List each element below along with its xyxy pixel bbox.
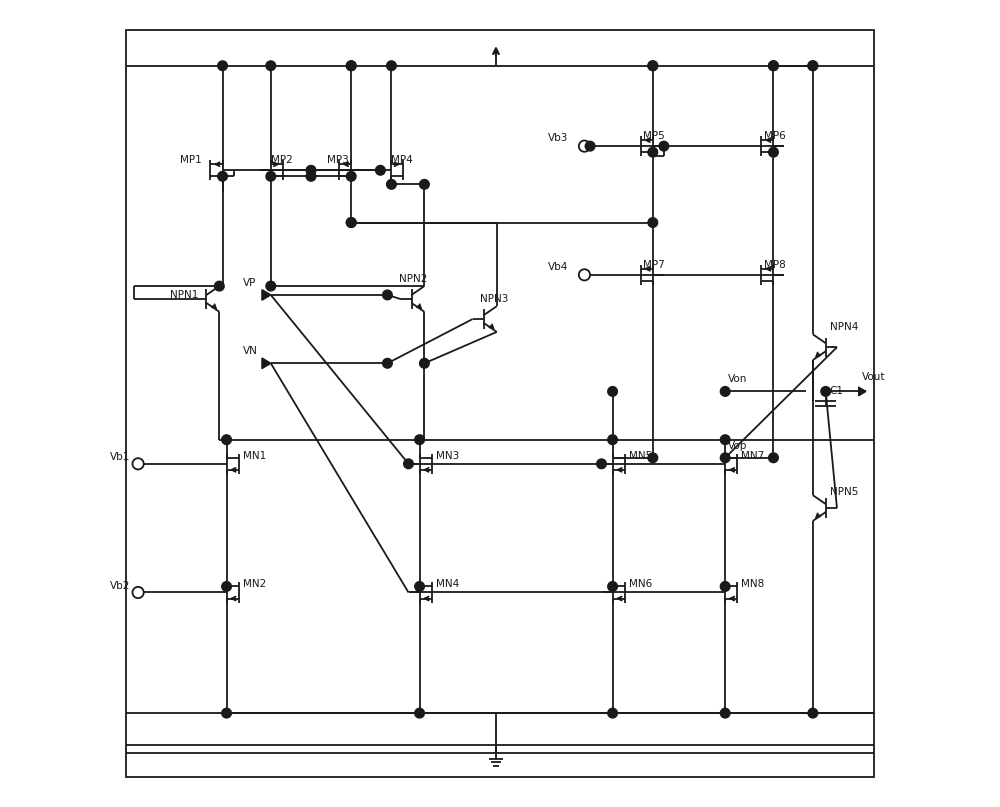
Circle shape: [415, 582, 424, 592]
Circle shape: [420, 179, 429, 189]
Circle shape: [720, 387, 730, 396]
Circle shape: [769, 453, 778, 462]
Text: MN7: MN7: [741, 451, 765, 461]
Polygon shape: [262, 290, 271, 300]
Circle shape: [808, 61, 818, 70]
Text: C1: C1: [830, 387, 844, 396]
Circle shape: [404, 459, 413, 469]
Circle shape: [608, 582, 617, 592]
Polygon shape: [262, 358, 271, 369]
Circle shape: [376, 165, 385, 175]
Text: MP4: MP4: [391, 155, 413, 165]
Text: MN3: MN3: [436, 451, 459, 461]
Circle shape: [420, 358, 429, 368]
Circle shape: [415, 435, 424, 445]
Text: NPN3: NPN3: [480, 294, 508, 304]
Circle shape: [808, 709, 818, 718]
Circle shape: [306, 165, 316, 175]
Circle shape: [306, 171, 316, 181]
Text: MP2: MP2: [271, 155, 293, 165]
Circle shape: [222, 435, 231, 445]
Text: VN: VN: [243, 346, 258, 356]
Text: NPN2: NPN2: [399, 274, 428, 284]
Circle shape: [769, 148, 778, 157]
Circle shape: [648, 61, 658, 70]
Circle shape: [597, 459, 606, 469]
Circle shape: [218, 61, 227, 70]
Circle shape: [769, 61, 778, 70]
Circle shape: [346, 61, 356, 70]
Circle shape: [648, 453, 658, 462]
Text: MN5: MN5: [629, 451, 652, 461]
Circle shape: [608, 387, 617, 396]
Polygon shape: [859, 387, 866, 395]
Circle shape: [808, 61, 818, 70]
Circle shape: [720, 709, 730, 718]
Text: MP6: MP6: [764, 131, 786, 141]
Circle shape: [720, 453, 730, 462]
Circle shape: [346, 218, 356, 228]
Circle shape: [821, 387, 831, 396]
Circle shape: [648, 61, 658, 70]
Circle shape: [769, 61, 778, 70]
Circle shape: [266, 171, 276, 181]
Text: MN8: MN8: [741, 579, 765, 589]
Circle shape: [608, 709, 617, 718]
Text: Vop: Vop: [728, 441, 747, 451]
Circle shape: [215, 282, 224, 291]
Circle shape: [383, 290, 392, 299]
Circle shape: [648, 218, 658, 228]
Text: NPN4: NPN4: [830, 322, 858, 332]
Circle shape: [720, 582, 730, 592]
Circle shape: [585, 141, 595, 151]
Text: Vout: Vout: [862, 372, 885, 382]
Circle shape: [720, 435, 730, 445]
Text: MN1: MN1: [243, 451, 266, 461]
Circle shape: [608, 435, 617, 445]
Text: MP3: MP3: [327, 155, 349, 165]
Circle shape: [387, 179, 396, 189]
Circle shape: [222, 709, 231, 718]
Text: Von: Von: [728, 374, 747, 384]
Circle shape: [266, 282, 276, 291]
Circle shape: [346, 218, 356, 228]
Text: Vb4: Vb4: [548, 261, 569, 272]
Text: Vb3: Vb3: [548, 133, 569, 143]
Text: MN6: MN6: [629, 579, 652, 589]
Text: MP8: MP8: [764, 260, 786, 270]
Text: NPN1: NPN1: [170, 290, 199, 300]
Text: MP7: MP7: [643, 260, 665, 270]
Text: Vb2: Vb2: [110, 581, 130, 591]
Text: NPN5: NPN5: [830, 487, 858, 497]
Text: Vb1: Vb1: [110, 453, 130, 462]
Circle shape: [266, 61, 276, 70]
Circle shape: [218, 171, 227, 181]
Circle shape: [415, 709, 424, 718]
Circle shape: [222, 582, 231, 592]
Circle shape: [387, 61, 396, 70]
Text: MP1: MP1: [180, 155, 202, 165]
Circle shape: [659, 141, 669, 151]
Circle shape: [648, 148, 658, 157]
Text: MN4: MN4: [436, 579, 459, 589]
Text: MN2: MN2: [243, 579, 266, 589]
Circle shape: [346, 61, 356, 70]
Text: MP5: MP5: [643, 131, 665, 141]
Circle shape: [346, 171, 356, 181]
Circle shape: [383, 358, 392, 368]
Text: VP: VP: [243, 278, 256, 288]
